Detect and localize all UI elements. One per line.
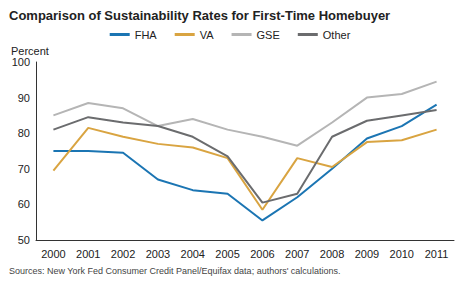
svg-text:70: 70	[18, 163, 30, 175]
svg-text:2004: 2004	[181, 248, 205, 260]
svg-text:2007: 2007	[285, 248, 309, 260]
svg-text:2010: 2010	[390, 248, 414, 260]
svg-text:2003: 2003	[146, 248, 170, 260]
svg-text:2008: 2008	[320, 248, 344, 260]
svg-text:VA: VA	[200, 29, 215, 41]
svg-text:Other: Other	[323, 29, 351, 41]
svg-text:50: 50	[18, 234, 30, 246]
svg-text:2006: 2006	[250, 248, 274, 260]
svg-text:Percent: Percent	[11, 45, 49, 57]
svg-text:80: 80	[18, 127, 30, 139]
svg-text:Comparison of Sustainability R: Comparison of Sustainability Rates for F…	[9, 8, 390, 23]
svg-text:2000: 2000	[41, 248, 65, 260]
svg-text:2005: 2005	[215, 248, 239, 260]
svg-text:FHA: FHA	[135, 29, 158, 41]
svg-text:2002: 2002	[111, 248, 135, 260]
svg-text:2001: 2001	[76, 248, 100, 260]
svg-text:2011: 2011	[425, 248, 449, 260]
svg-text:GSE: GSE	[257, 29, 280, 41]
svg-text:Sources: New York Fed Consumer: Sources: New York Fed Consumer Credit Pa…	[9, 266, 340, 276]
svg-text:2009: 2009	[355, 248, 379, 260]
svg-text:60: 60	[18, 198, 30, 210]
svg-text:90: 90	[18, 92, 30, 104]
svg-text:100: 100	[12, 56, 30, 68]
